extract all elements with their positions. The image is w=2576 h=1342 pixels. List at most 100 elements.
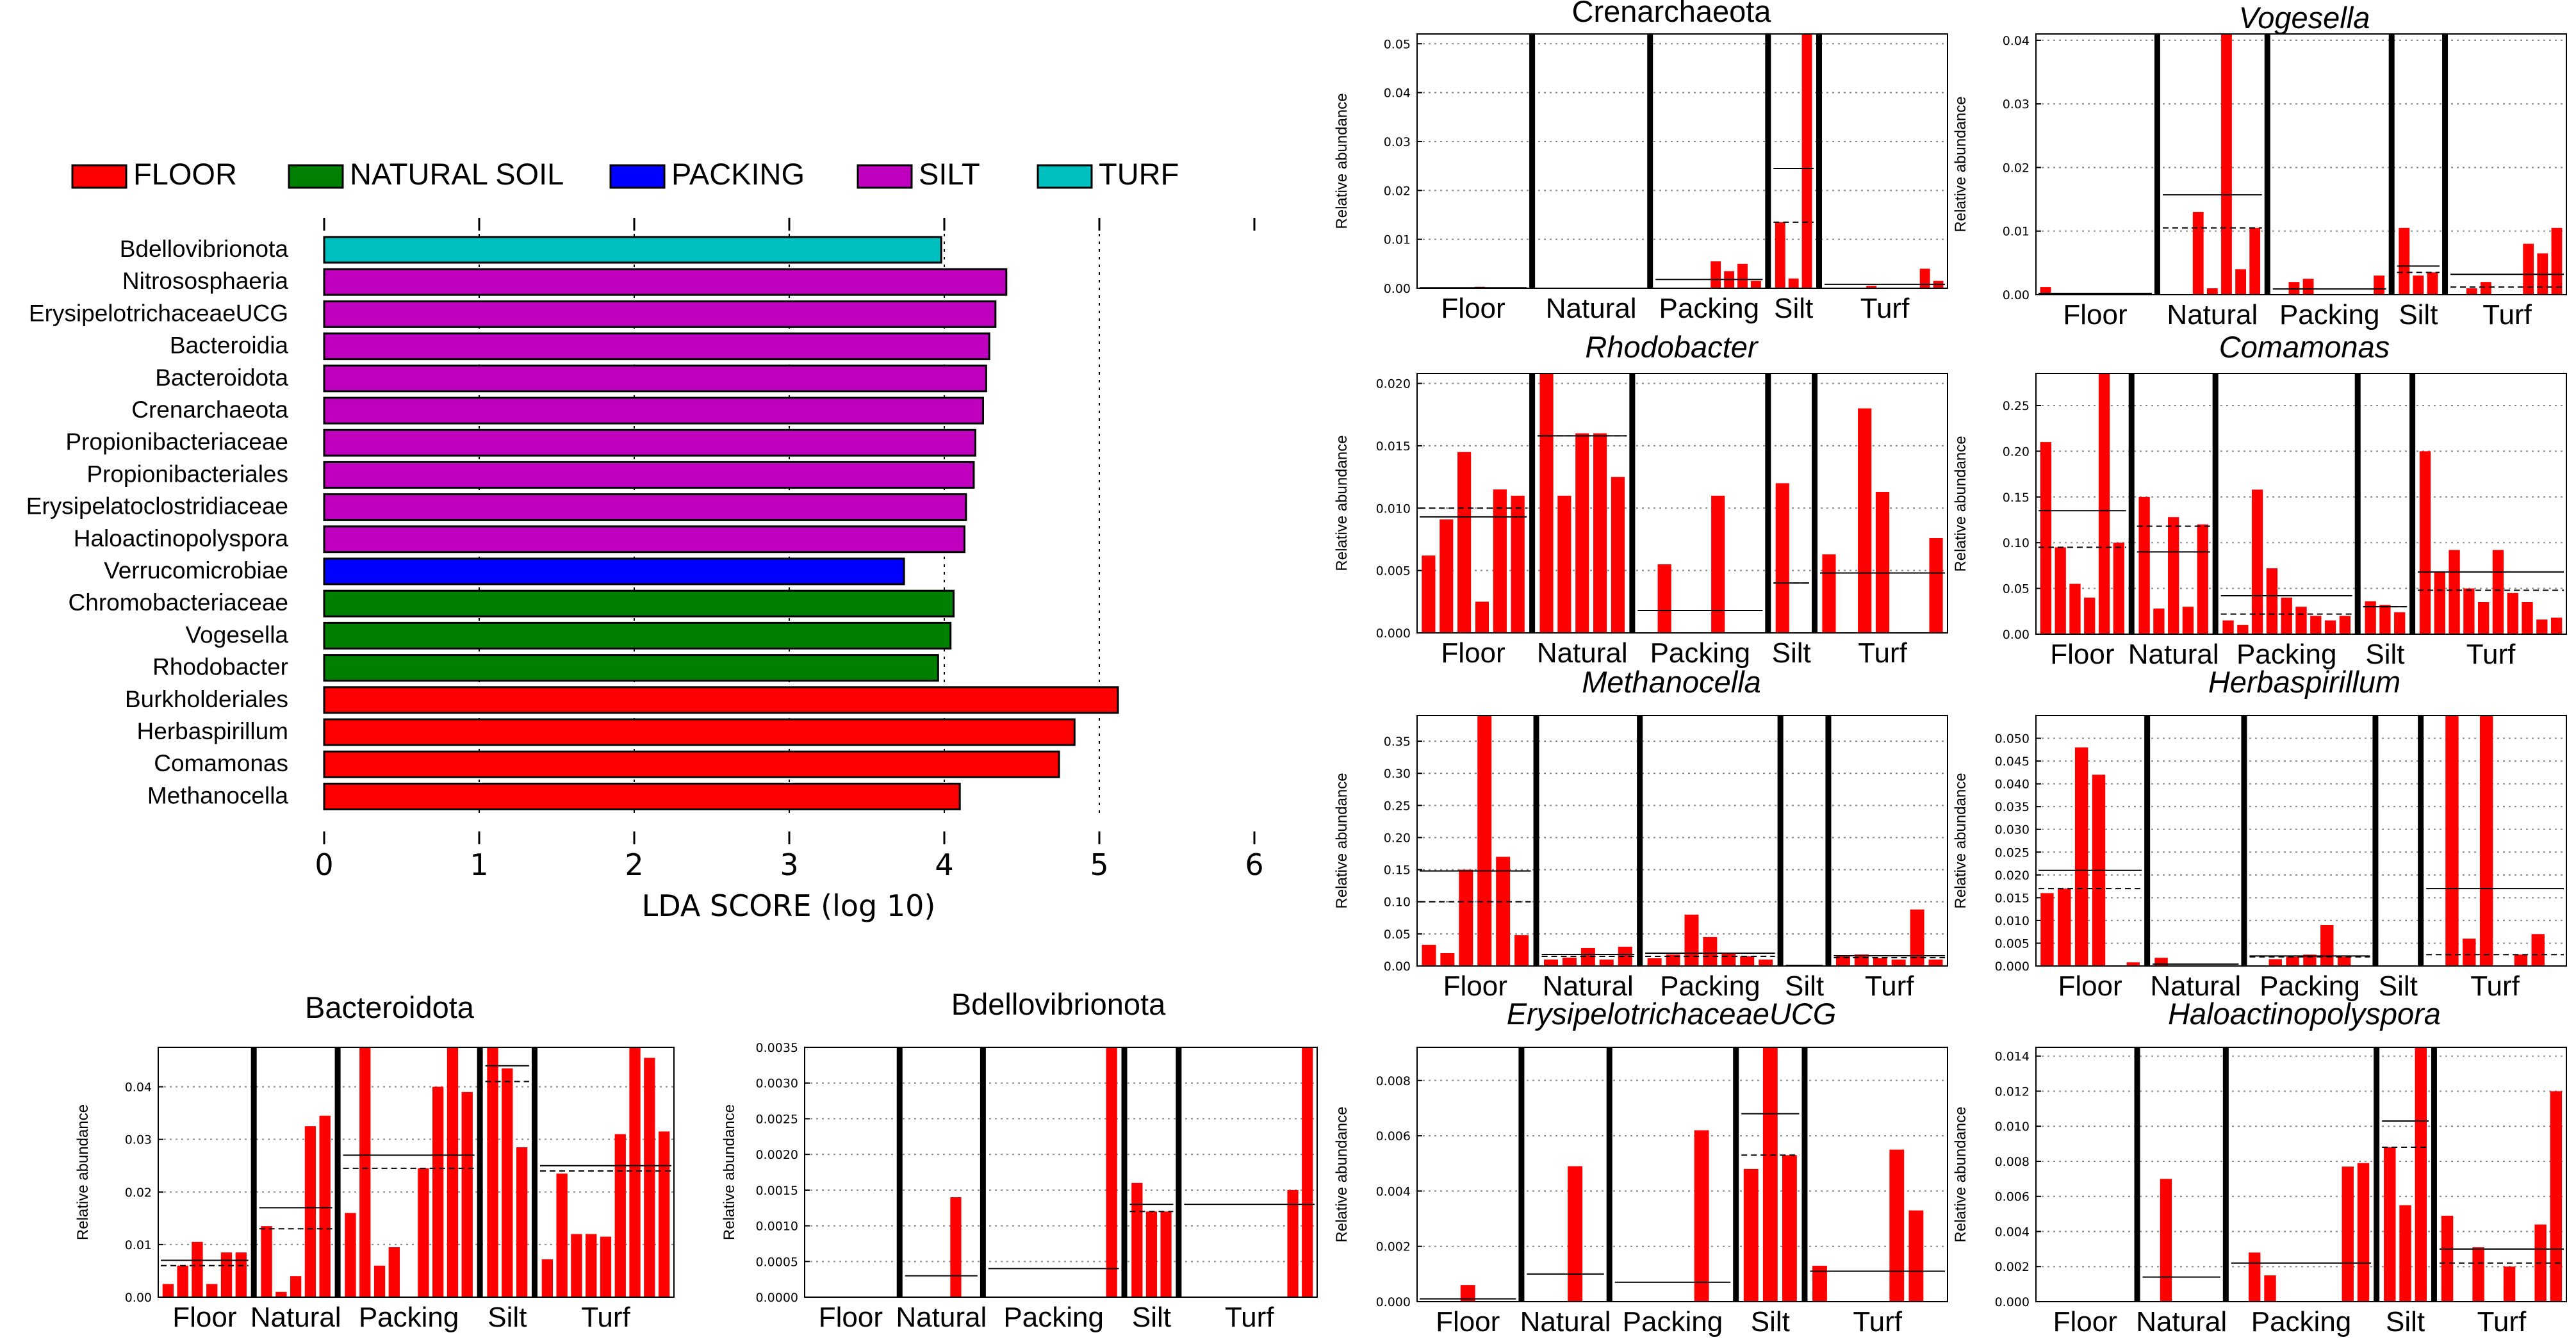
abundance-bar xyxy=(1775,222,1785,288)
abundance-bar xyxy=(2182,607,2194,634)
y-tick-label: 0.02 xyxy=(2003,161,2030,175)
abundance-bar xyxy=(220,1252,233,1297)
group-separator xyxy=(1812,373,1818,633)
abundance-bar xyxy=(2550,1091,2563,1302)
abundance-bar xyxy=(1457,452,1472,633)
abundance-bar xyxy=(2357,1163,2370,1302)
group-label: Silt xyxy=(2386,1306,2425,1338)
abundance-bar xyxy=(2040,442,2052,634)
group-label: Floor xyxy=(1436,1306,1500,1338)
abundance-bar xyxy=(2264,1275,2276,1302)
group-label: Silt xyxy=(1132,1302,1171,1333)
y-tick-label: 0.20 xyxy=(1384,831,1411,845)
y-tick-label: 0.0005 xyxy=(756,1255,798,1269)
group-separator xyxy=(1518,1047,1525,1302)
legend-label: NATURAL SOIL xyxy=(350,157,564,191)
panel-frame xyxy=(2035,33,2567,295)
y-axis-label: Relative abundance xyxy=(1333,773,1350,908)
abundance-bar xyxy=(2320,925,2334,966)
lda-category-label: Comamonas xyxy=(154,750,288,776)
abundance-bar xyxy=(1812,1265,1827,1302)
lda-category-label: Verrucomicrobiae xyxy=(104,557,288,584)
abundance-bar xyxy=(1287,1190,1299,1297)
abundance-bar xyxy=(1759,959,1773,966)
group-label: Turf xyxy=(2466,639,2516,670)
abundance-bar xyxy=(2550,618,2563,634)
panel-title: Vogesella xyxy=(2239,1,2370,35)
abundance-bar xyxy=(1788,278,1799,288)
abundance-bar xyxy=(359,1047,371,1297)
y-tick-label: 0.000 xyxy=(1995,1295,2030,1309)
panel-frame xyxy=(2035,1047,2567,1302)
lda-bar xyxy=(323,621,952,650)
abundance-bar xyxy=(1647,958,1662,966)
abundance-bar xyxy=(1440,953,1455,966)
abundance-bar xyxy=(1593,433,1607,633)
lda-category-label: Rhodobacter xyxy=(152,654,288,680)
abundance-bar xyxy=(1740,956,1755,966)
abundance-bar xyxy=(1762,1047,1778,1302)
group-separator xyxy=(2354,373,2361,634)
group-label: Natural xyxy=(1546,293,1637,324)
group-label: Natural xyxy=(1520,1306,1611,1338)
group-separator xyxy=(531,1047,537,1297)
abundance-bar xyxy=(2302,279,2314,295)
abundance-bar xyxy=(1737,263,1748,288)
y-tick-label: 0.008 xyxy=(1376,1074,1411,1088)
abundance-bar xyxy=(2472,1247,2484,1302)
group-separator xyxy=(2388,34,2395,295)
group-label: Turf xyxy=(1860,293,1910,324)
y-tick-label: 0.05 xyxy=(2003,582,2030,596)
group-label: Turf xyxy=(2470,970,2520,1002)
panel-title: Rhodobacter xyxy=(1585,330,1759,364)
abundance-bar xyxy=(1908,1210,1924,1302)
abundance-bar xyxy=(304,1126,316,1297)
x-tick-label: 4 xyxy=(935,847,953,882)
y-tick-label: 0.008 xyxy=(1995,1155,2030,1169)
lda-bar xyxy=(323,300,997,328)
lda-bar xyxy=(323,332,990,361)
abundance-bar xyxy=(556,1174,568,1297)
abundance-bar xyxy=(1302,1047,1313,1297)
abundance-bar xyxy=(2160,1179,2172,1302)
lda-bar xyxy=(323,461,975,489)
lda-category-label: Haloactinopolyspora xyxy=(74,525,289,552)
y-tick-label: 0.015 xyxy=(1995,891,2030,905)
abundance-bar xyxy=(1539,373,1554,633)
abundance-bar xyxy=(1422,944,1436,966)
lda-bar xyxy=(323,750,1060,778)
group-separator xyxy=(1176,1047,1182,1297)
abundance-bar xyxy=(1460,1285,1475,1302)
group-separator xyxy=(2264,34,2270,295)
group-label: Turf xyxy=(1853,1306,1902,1338)
abundance-bar xyxy=(571,1234,582,1297)
group-separator xyxy=(1825,716,1832,966)
y-tick-label: 0.020 xyxy=(1995,869,2030,883)
y-tick-label: 0.03 xyxy=(125,1133,152,1147)
lda-category-label: Propionibacteriaceae xyxy=(65,429,288,455)
group-label: Packing xyxy=(2251,1306,2352,1338)
panel-frame xyxy=(1416,715,1948,967)
lda-category-label: Methanocella xyxy=(147,782,289,808)
abundance-bar xyxy=(275,1291,287,1297)
panel-methanocella: Methanocella 0.00 0.05 0.10 0.15 0.20 0.25 0.30… xyxy=(1333,665,1948,1002)
abundance-bar xyxy=(1858,408,1872,633)
panel-frame xyxy=(1416,33,1948,289)
abundance-bar xyxy=(1611,477,1625,633)
group-label: Silt xyxy=(488,1302,527,1333)
y-tick-label: 0.01 xyxy=(1384,233,1411,247)
group-label: Floor xyxy=(172,1302,236,1333)
panel-erysipelotrichaceaeucg: ErysipelotrichaceaeUCG 0.000 0.002 0.004 0.0… xyxy=(1333,997,1948,1338)
group-separator xyxy=(1816,34,1822,288)
y-tick-label: 0.006 xyxy=(1376,1129,1411,1143)
y-tick-label: 0.000 xyxy=(1376,626,1411,641)
abundance-bar xyxy=(502,1068,513,1297)
panel-title: ErysipelotrichaceaeUCG xyxy=(1507,997,1837,1031)
abundance-bar xyxy=(1477,716,1492,966)
lda-bar xyxy=(323,782,961,810)
panel-frame xyxy=(2035,373,2567,635)
abundance-bar xyxy=(2445,716,2459,966)
group-label: Packing xyxy=(1660,970,1760,1002)
legend-swatch xyxy=(71,164,127,189)
abundance-bar xyxy=(2069,584,2081,634)
